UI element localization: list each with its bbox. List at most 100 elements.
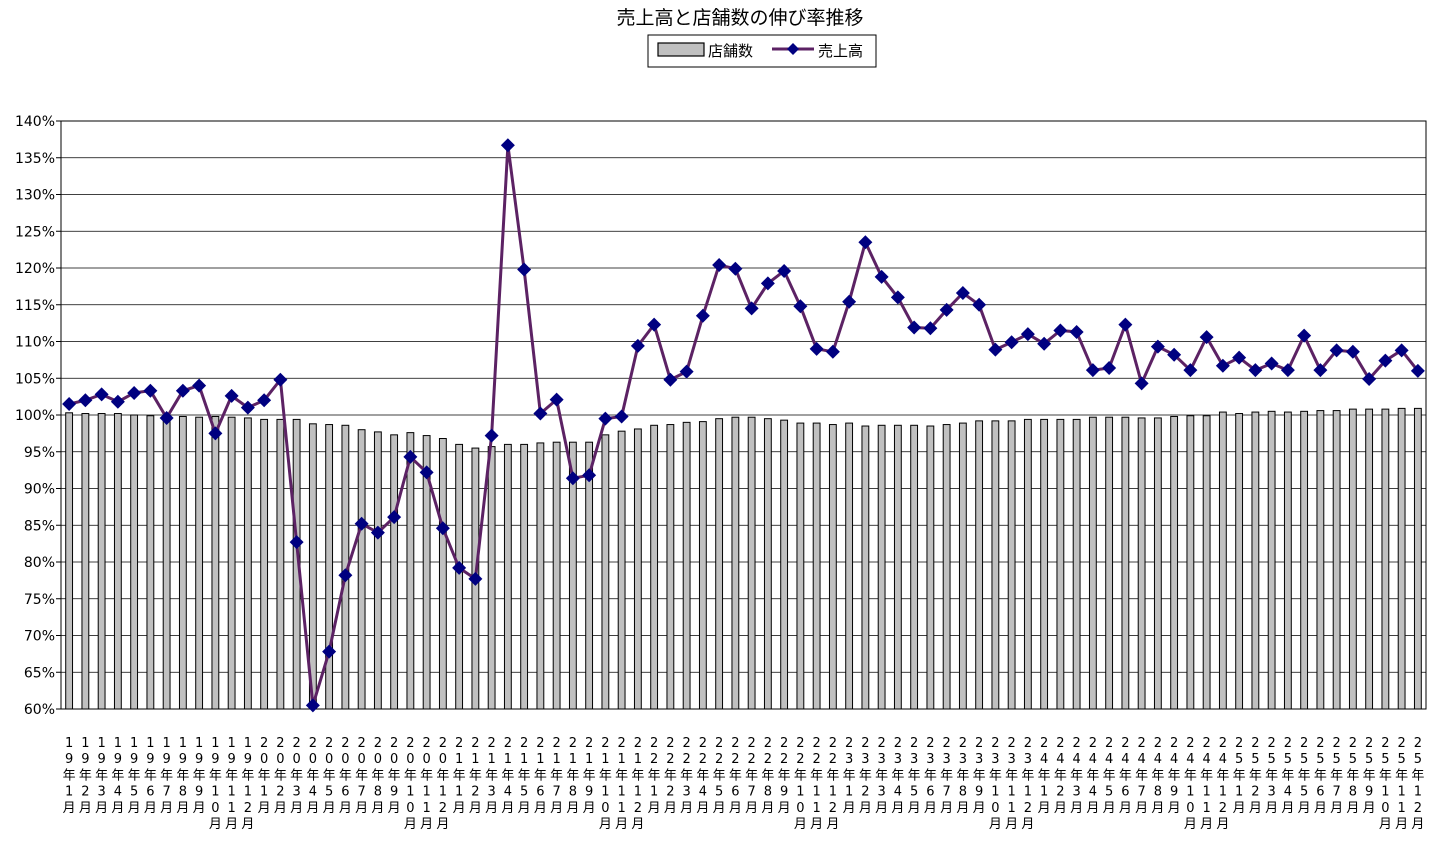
sales-marker [565, 471, 580, 486]
bar [877, 424, 886, 710]
legend-bar-label: 店舗数 [708, 42, 753, 60]
y-tick-label: 60% [24, 702, 55, 718]
bar [617, 430, 626, 710]
bar [893, 424, 902, 710]
sales-marker [354, 516, 369, 531]
bar [650, 424, 659, 710]
bar [780, 419, 789, 710]
sales-marker [78, 393, 93, 408]
bar [942, 424, 951, 710]
legend-line-label: 売上高 [818, 42, 863, 60]
legend: 店舗数 売上高 [647, 34, 877, 68]
sales-marker [728, 261, 743, 276]
sales-marker [1102, 360, 1117, 375]
bar [243, 417, 252, 710]
sales-marker [1215, 358, 1230, 373]
sales-marker [1199, 330, 1214, 345]
bar-series [65, 407, 1422, 710]
sales-marker [500, 138, 515, 153]
bar [552, 441, 561, 710]
bar [633, 428, 642, 710]
bar [1023, 418, 1032, 710]
sales-marker [1394, 343, 1409, 358]
y-tick-label: 130% [15, 188, 55, 204]
chart-title: 売上高と店舗数の伸び率推移 [616, 7, 863, 29]
sales-marker [370, 525, 385, 540]
sales-marker [387, 510, 402, 525]
bar [438, 438, 447, 710]
bar [260, 418, 269, 710]
sales-marker [760, 276, 775, 291]
bar [1348, 408, 1357, 710]
sales-marker [192, 378, 207, 393]
sales-marker [793, 299, 808, 314]
y-tick-label: 85% [24, 518, 55, 534]
bar [812, 422, 821, 710]
bar [1218, 411, 1227, 710]
sales-marker [1280, 363, 1295, 378]
sales-marker [1085, 363, 1100, 378]
sales-marker [842, 294, 857, 309]
sales-marker [1313, 363, 1328, 378]
sales-marker [435, 521, 450, 536]
bar [1105, 416, 1114, 710]
sales-marker [874, 269, 889, 284]
y-tick-label: 105% [15, 371, 55, 387]
bar [747, 416, 756, 710]
sales-marker [858, 235, 873, 250]
bar [178, 415, 187, 710]
bar [1283, 411, 1292, 710]
sales-marker [175, 383, 190, 398]
sales-marker [517, 262, 532, 277]
bar [828, 424, 837, 710]
y-tick-label: 65% [24, 665, 55, 681]
sales-marker [110, 394, 125, 409]
bar [601, 434, 610, 710]
bar [325, 424, 334, 710]
bar [390, 434, 399, 710]
bar [97, 413, 106, 710]
sales-marker [647, 317, 662, 332]
sales-marker [598, 411, 613, 426]
bar [81, 413, 90, 710]
x-axis: 1 9 年 1 月1 9 年 2 月1 9 年 3 月1 9 年 4 月 1 9 年 5 月1 9 年 6 月1 9 年 7 月1 9 年 8 月… [63, 736, 1425, 832]
sales-marker [289, 535, 304, 550]
y-tick-label: 115% [15, 298, 55, 314]
y-tick-label: 95% [24, 445, 55, 461]
sales-marker [1378, 353, 1393, 368]
sales-marker [923, 321, 938, 336]
y-tick-label: 140% [15, 114, 55, 130]
sales-marker [419, 465, 434, 480]
sales-marker [127, 385, 142, 400]
sales-marker [695, 308, 710, 323]
bar [1251, 411, 1260, 710]
